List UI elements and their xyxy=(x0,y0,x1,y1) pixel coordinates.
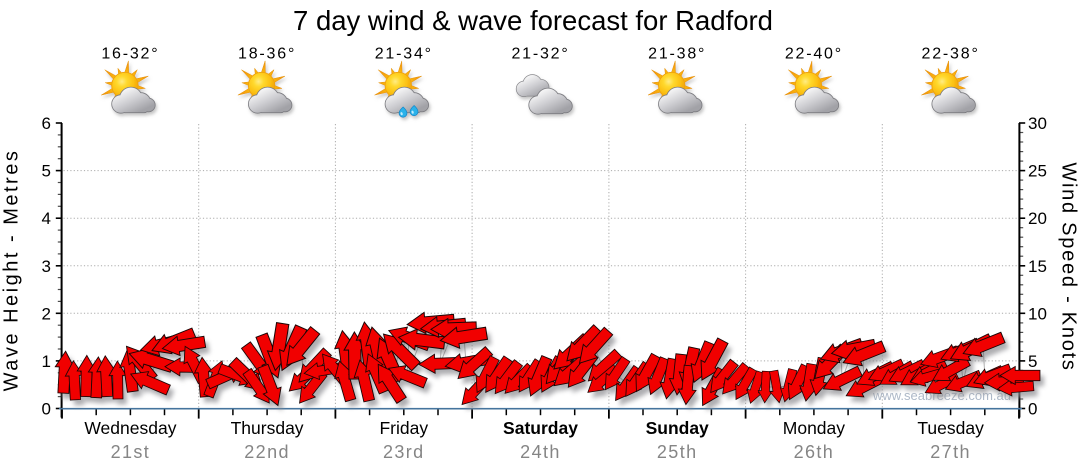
svg-text:21-38°: 21-38° xyxy=(648,46,706,63)
svg-text:5: 5 xyxy=(42,162,51,181)
svg-text:Tuesday: Tuesday xyxy=(917,418,984,438)
svg-text:30: 30 xyxy=(1028,114,1047,133)
svg-text:10: 10 xyxy=(1028,304,1047,323)
svg-text:20: 20 xyxy=(1028,209,1047,228)
svg-text:4: 4 xyxy=(42,209,51,228)
svg-text:Friday: Friday xyxy=(379,418,428,438)
svg-text:26th: 26th xyxy=(794,442,835,462)
svg-text:18-36°: 18-36° xyxy=(238,46,296,63)
svg-text:24th: 24th xyxy=(520,442,561,462)
svg-text:5: 5 xyxy=(1028,352,1037,371)
svg-text:3: 3 xyxy=(42,257,51,276)
svg-text:23rd: 23rd xyxy=(383,442,425,462)
svg-text:21-34°: 21-34° xyxy=(375,46,433,63)
svg-text:21st: 21st xyxy=(111,442,151,462)
svg-text:Monday: Monday xyxy=(783,418,846,438)
svg-text:0: 0 xyxy=(1028,400,1037,419)
svg-text:Wednesday: Wednesday xyxy=(84,418,176,438)
svg-text:Wind Speed - Knots: Wind Speed - Knots xyxy=(1058,162,1080,371)
svg-text:7 day wind & wave forecast for: 7 day wind & wave forecast for Radford xyxy=(293,5,773,36)
svg-text:2: 2 xyxy=(42,304,51,323)
svg-text:16-32°: 16-32° xyxy=(101,46,159,63)
svg-text:1: 1 xyxy=(42,352,51,371)
svg-text:Thursday: Thursday xyxy=(231,418,304,438)
svg-text:25: 25 xyxy=(1028,162,1047,181)
svg-text:22nd: 22nd xyxy=(244,442,290,462)
svg-text:25th: 25th xyxy=(657,442,698,462)
svg-text:27th: 27th xyxy=(930,442,971,462)
svg-text:6: 6 xyxy=(42,114,51,133)
svg-text:Saturday: Saturday xyxy=(503,418,578,438)
svg-text:Wave Height - Metres: Wave Height - Metres xyxy=(1,149,23,392)
svg-text:21-32°: 21-32° xyxy=(511,46,569,63)
svg-text:0: 0 xyxy=(42,400,51,419)
svg-text:Sunday: Sunday xyxy=(646,418,709,438)
svg-text:22-38°: 22-38° xyxy=(922,46,980,63)
svg-text:15: 15 xyxy=(1028,257,1047,276)
svg-text:22-40°: 22-40° xyxy=(785,46,843,63)
